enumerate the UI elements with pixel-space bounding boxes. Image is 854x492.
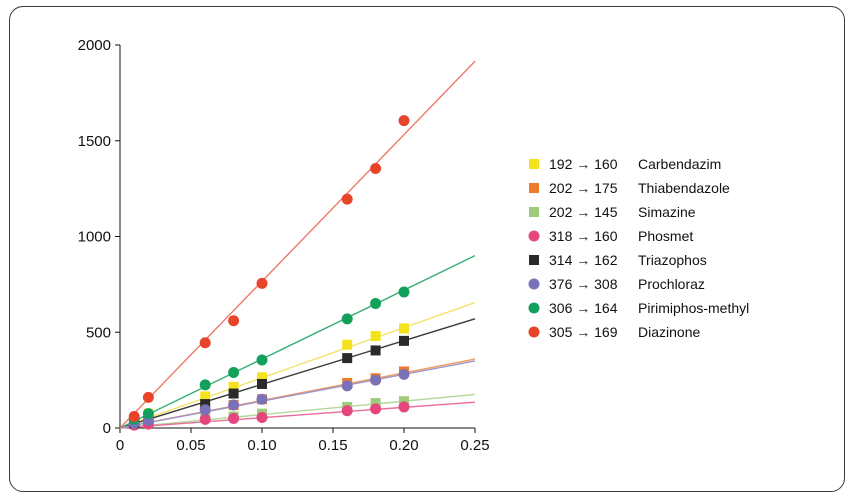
data-point-carbendazim: [342, 339, 353, 350]
data-point-triazophos: [257, 378, 267, 389]
legend-transition-triazophos: 314 → 162: [549, 252, 618, 268]
y-tick-label: 500: [86, 324, 111, 341]
fit-line-carbendazim: [119, 301, 476, 429]
data-point-pirimiphos-methyl: [398, 286, 410, 298]
legend-transition-simazine: 202 → 145: [549, 204, 618, 220]
legend-item-carbendazim: 192 → 160 Carbendazim: [529, 156, 721, 172]
fit-line-prochloraz: [119, 360, 476, 429]
legend-marker-triazophos: [529, 255, 539, 265]
data-point-diazinone: [256, 277, 268, 289]
legend-label-carbendazim: Carbendazim: [638, 156, 721, 172]
legend-transition-carbendazim: 192 → 160: [549, 156, 618, 172]
data-point-prochloraz: [228, 399, 240, 411]
data-point-pirimiphos-methyl: [341, 313, 353, 325]
data-point-carbendazim: [200, 391, 211, 402]
x-tick-label: 0.10: [247, 437, 276, 454]
legend-transition-thiabendazole: 202 → 175: [549, 180, 618, 196]
axes: 0 0.05 0.10 0.15 0.20 0.25 0 500 1000 1500 2000: [78, 37, 490, 454]
data-point-diazinone: [341, 193, 353, 205]
legend-transition-pirimiphos-methyl: 306 → 164: [549, 300, 618, 316]
data-point-carbendazim: [228, 381, 239, 392]
data-point-carbendazim: [399, 323, 409, 334]
x-tick-label: 0.05: [176, 437, 205, 454]
data-point-triazophos: [399, 335, 409, 346]
legend-marker-pirimiphos-methyl: [528, 302, 540, 314]
data-point-phosmet: [199, 413, 211, 425]
legend-label-simazine: Simazine: [638, 204, 696, 220]
data-point-triazophos: [228, 388, 239, 399]
fit-line-pirimiphos-methyl: [119, 255, 476, 429]
fit-lines: [119, 60, 476, 429]
legend-transition-phosmet: 318 → 160: [549, 228, 618, 244]
y-tick-label: 2000: [78, 37, 111, 54]
legend-marker-simazine: [529, 207, 539, 217]
data-point-prochloraz: [398, 368, 410, 380]
data-point-pirimiphos-methyl: [199, 379, 211, 391]
data-point-carbendazim: [257, 372, 267, 383]
data-point-diazinone: [370, 163, 382, 175]
data-point-simazine: [370, 398, 381, 409]
data-point-triazophos: [200, 399, 211, 410]
legend-marker-carbendazim: [529, 159, 539, 169]
data-point-pirimiphos-methyl: [370, 298, 382, 310]
legend-transition-diazinone: 305 → 169: [549, 324, 618, 340]
legend-item-pirimiphos-methyl: 306 → 164 Pirimiphos-methyl: [528, 300, 749, 316]
data-point-phosmet: [398, 401, 410, 413]
legend: 192 → 160 Carbendazim 202 → 175 Thiabendazo…: [528, 156, 749, 340]
y-tick-label: 1000: [78, 229, 111, 246]
legend-label-prochloraz: Prochloraz: [638, 276, 705, 292]
data-point-pirimiphos-methyl: [228, 366, 240, 378]
x-tick-label: 0.25: [460, 437, 489, 454]
legend-label-triazophos: Triazophos: [638, 252, 707, 268]
legend-label-diazinone: Diazinone: [638, 324, 700, 340]
data-point-prochloraz: [199, 404, 211, 416]
data-point-diazinone: [128, 411, 140, 423]
data-points: [128, 115, 410, 431]
legend-item-diazinone: 305 → 169 Diazinone: [528, 324, 700, 340]
y-tick-label: 1500: [78, 133, 111, 150]
data-point-diazinone: [142, 391, 154, 403]
legend-marker-phosmet: [528, 230, 540, 242]
legend-label-phosmet: Phosmet: [638, 228, 693, 244]
legend-item-simazine: 202 → 145 Simazine: [529, 204, 696, 220]
data-point-prochloraz: [341, 380, 353, 392]
data-point-phosmet: [256, 411, 268, 423]
x-tick-label: 0.20: [389, 437, 418, 454]
legend-item-thiabendazole: 202 → 175 Thiabendazole: [529, 180, 730, 196]
data-point-carbendazim: [370, 331, 381, 342]
data-point-triazophos: [342, 353, 353, 364]
legend-label-pirimiphos-methyl: Pirimiphos-methyl: [638, 300, 749, 316]
data-point-phosmet: [341, 405, 353, 417]
data-point-pirimiphos-methyl: [142, 408, 154, 420]
data-point-diazinone: [199, 337, 211, 349]
legend-marker-diazinone: [528, 326, 540, 338]
x-tick-label: 0.15: [318, 437, 347, 454]
data-point-simazine: [399, 396, 409, 407]
data-point-prochloraz: [370, 374, 382, 386]
legend-label-thiabendazole: Thiabendazole: [638, 180, 730, 196]
fit-line-triazophos: [119, 318, 476, 429]
fit-line-phosmet: [119, 401, 476, 429]
data-point-triazophos: [370, 345, 381, 356]
x-tick-label: 0: [116, 437, 124, 454]
legend-marker-thiabendazole: [529, 183, 539, 193]
legend-item-phosmet: 318 → 160 Phosmet: [528, 228, 693, 244]
data-point-diazinone: [398, 115, 410, 127]
fit-line-diazinone: [119, 60, 476, 429]
y-tick-label: 0: [103, 420, 111, 437]
data-point-diazinone: [228, 315, 240, 327]
data-point-phosmet: [228, 412, 240, 424]
data-point-pirimiphos-methyl: [256, 354, 268, 366]
legend-item-triazophos: 314 → 162 Triazophos: [529, 252, 707, 268]
legend-marker-prochloraz: [528, 278, 540, 290]
data-point-prochloraz: [256, 393, 268, 405]
fit-line-simazine: [119, 393, 476, 429]
data-point-phosmet: [370, 403, 382, 415]
legend-transition-prochloraz: 376 → 308: [549, 276, 618, 292]
legend-item-prochloraz: 376 → 308 Prochloraz: [528, 276, 705, 292]
